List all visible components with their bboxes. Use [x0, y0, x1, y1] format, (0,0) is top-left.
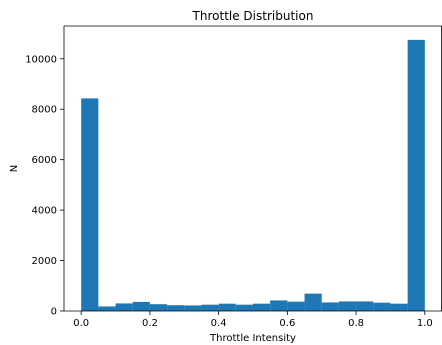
x-tick-label: 0.6	[279, 318, 295, 329]
histogram-bar	[373, 302, 391, 311]
histogram-bar	[270, 300, 288, 311]
histogram-bar	[98, 306, 116, 311]
x-tick-label: 0.2	[142, 318, 158, 329]
histogram-bar	[390, 303, 408, 311]
y-tick-label: 8000	[32, 105, 57, 116]
x-tick-label: 0.8	[348, 318, 364, 329]
histogram-bar	[184, 305, 202, 311]
x-tick-label: 1.0	[417, 318, 433, 329]
histogram-bar	[81, 98, 99, 312]
y-tick-label: 10000	[25, 54, 57, 65]
chart-title: Throttle Distribution	[192, 9, 314, 23]
bar-group	[81, 39, 425, 312]
y-tick-label: 6000	[32, 155, 57, 166]
y-tick-label: 2000	[32, 256, 57, 267]
histogram-bar	[338, 301, 357, 311]
x-tick-label: 0.0	[73, 318, 89, 329]
x-tick-label: 0.4	[211, 318, 227, 329]
histogram-bar	[132, 301, 150, 311]
y-tick-label: 0	[51, 307, 57, 318]
histogram-bar	[287, 301, 305, 311]
histogram-bar	[235, 304, 253, 311]
histogram-bar	[218, 303, 236, 311]
histogram-bar	[253, 303, 271, 311]
histogram-bar	[149, 304, 168, 311]
axes	[63, 25, 442, 312]
x-axis-label: Throttle Intensity	[209, 333, 296, 344]
y-axis-label: N	[9, 165, 20, 172]
histogram-bar	[407, 39, 425, 312]
histogram-bar	[321, 302, 339, 311]
histogram-bar	[304, 293, 322, 311]
y-tick-label: 4000	[32, 206, 57, 217]
histogram-bar	[167, 305, 185, 311]
histogram-bar	[201, 304, 219, 311]
histogram-bar	[356, 301, 374, 311]
histogram-bar	[115, 303, 133, 311]
tick-group: 0.0 0.2 0.4 0.6 0.8 1.0 0 2000 4000 6000 8000 10000	[25, 54, 433, 329]
